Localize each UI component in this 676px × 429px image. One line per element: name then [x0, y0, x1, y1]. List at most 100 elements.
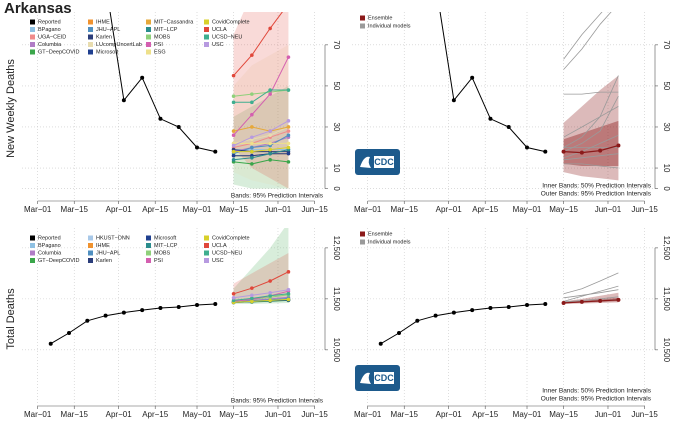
reported-line — [50, 303, 216, 345]
forecast-point — [268, 129, 272, 133]
y-tick-label: 0 — [662, 186, 671, 191]
reported-point — [525, 145, 530, 150]
forecast-point — [250, 53, 254, 57]
ensemble-point — [579, 150, 584, 155]
x-tick-label: Apr−01 — [106, 410, 133, 419]
forecast-point — [231, 291, 236, 296]
legend-label: UCLA — [212, 27, 227, 33]
legend-label: PSI — [154, 258, 163, 264]
legend-swatch — [88, 27, 93, 32]
legend-swatch — [146, 27, 151, 32]
legend-swatch — [360, 239, 365, 245]
forecast-line — [233, 120, 289, 146]
forecast-point — [286, 287, 291, 292]
panel: Mar−01 Mar−15 Apr−01 Apr−15 May−01 May−15 Jun−… — [352, 12, 671, 214]
legend-swatch — [30, 42, 35, 47]
reported-point — [451, 98, 456, 103]
y-tick-label: 30 — [662, 123, 671, 132]
forecast-point — [250, 162, 254, 166]
reported-point — [378, 341, 383, 346]
legend-swatch — [204, 19, 209, 25]
ensemble-line — [563, 299, 619, 304]
legend-swatch — [146, 250, 151, 256]
forecast-point — [268, 147, 272, 152]
band-note: Bands: 95% Prediction Intervals — [231, 398, 324, 405]
legend-swatch — [88, 34, 93, 40]
legend-swatch — [204, 34, 209, 40]
reported-point — [213, 301, 218, 306]
legend-label: Ensemble — [368, 15, 392, 21]
forecast-line — [233, 89, 289, 97]
y-tick-label: 10,500 — [662, 338, 671, 363]
legend-swatch — [360, 231, 365, 237]
x-tick-label: Apr−15 — [472, 205, 499, 214]
reported-point — [121, 98, 126, 103]
forecast-point — [286, 55, 291, 59]
forecast-line — [233, 293, 289, 301]
prediction-band — [233, 228, 289, 304]
x-tick-label: Apr−01 — [436, 410, 463, 419]
forecast-line — [233, 126, 289, 132]
cdc-logo: CDC — [355, 365, 400, 391]
forecast-point — [286, 119, 291, 123]
legend-label: PSI — [154, 42, 163, 48]
legend-label: UCLA — [212, 243, 227, 249]
legend-label: CovidComplete — [212, 235, 250, 241]
forecast-line — [233, 56, 289, 136]
legend-label: MOBS — [154, 250, 171, 256]
x-tick-label: Jun−01 — [265, 410, 292, 419]
reported-line — [380, 303, 546, 345]
legend-swatch — [204, 258, 209, 263]
plot-area — [109, 2, 291, 189]
x-tick-label: Mar−15 — [61, 410, 89, 419]
forecast-point — [268, 133, 272, 137]
x-tick-label: Apr−15 — [142, 205, 169, 214]
x-tick-label: May−15 — [219, 205, 248, 214]
legend-swatch — [88, 250, 93, 256]
y-tick-label: 10,500 — [332, 338, 341, 363]
legend-label: Karlen — [96, 258, 112, 264]
forecast-point — [250, 299, 254, 304]
band-note: Inner Bands: 50% Prediction Intervals — [542, 183, 652, 190]
plot-area — [48, 228, 291, 346]
legend-label: UCSD−NEU — [212, 250, 242, 256]
legend-label: HKUST−DNN — [96, 235, 130, 241]
forecast-point — [231, 133, 236, 137]
x-tick-label: Mar−15 — [391, 205, 419, 214]
legend-label: BPagano — [38, 27, 61, 33]
legend-label: BPagano — [38, 243, 61, 249]
y-axis-label: Total Deaths — [5, 288, 17, 350]
forecast-point — [286, 141, 291, 146]
forecast-point — [250, 135, 254, 140]
forecast-point — [231, 153, 236, 158]
x-tick-label: Mar−01 — [354, 410, 382, 419]
legend-swatch — [146, 19, 151, 25]
forecast-point — [231, 149, 236, 154]
legend-swatch — [204, 243, 209, 248]
reported-point — [121, 310, 126, 315]
y-tick-label: 11,500 — [662, 287, 671, 311]
reported-point — [176, 305, 181, 310]
y-tick-label: 70 — [332, 40, 341, 49]
x-tick-label: Jun−01 — [595, 205, 622, 214]
ensemble-point — [561, 300, 566, 305]
forecast-point — [231, 158, 236, 162]
forecast-point — [268, 92, 272, 96]
legend-swatch — [146, 49, 151, 55]
x-tick-label: Jun−15 — [631, 205, 658, 214]
plot-area — [378, 272, 621, 346]
model-line — [563, 12, 612, 70]
legend-label: GT−DeepCOVID — [38, 258, 79, 264]
forecast-point — [286, 270, 291, 274]
forecast-point — [231, 100, 236, 105]
logo-emblem — [360, 156, 371, 168]
forecast-point — [287, 2, 291, 6]
legend-swatch — [88, 19, 93, 25]
x-tick-label: Jun−01 — [265, 205, 292, 214]
legend-label: MIT−LCP — [154, 243, 178, 249]
forecast-line — [233, 298, 289, 303]
reported-point — [103, 313, 108, 318]
x-tick-label: Mar−15 — [61, 205, 89, 214]
reported-point — [140, 75, 145, 80]
